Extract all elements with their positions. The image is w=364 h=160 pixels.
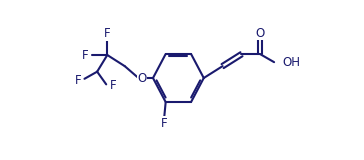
Text: F: F xyxy=(75,74,81,87)
Text: F: F xyxy=(110,80,116,92)
Text: OH: OH xyxy=(282,56,300,69)
Text: F: F xyxy=(104,27,111,40)
Text: F: F xyxy=(82,48,89,61)
Text: F: F xyxy=(161,117,167,130)
Text: O: O xyxy=(255,27,265,40)
Text: O: O xyxy=(137,72,146,84)
